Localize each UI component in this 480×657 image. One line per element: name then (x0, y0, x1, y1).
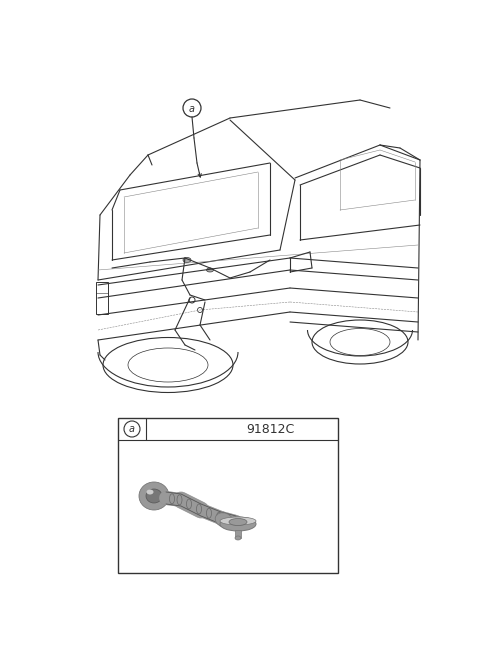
Ellipse shape (229, 518, 247, 526)
Ellipse shape (146, 489, 162, 503)
Bar (118, 418, 338, 573)
Ellipse shape (220, 517, 256, 531)
Text: a: a (189, 104, 195, 114)
Text: 91812C: 91812C (246, 423, 294, 436)
Bar (235, 530, 241, 538)
Ellipse shape (183, 258, 191, 263)
Ellipse shape (146, 489, 154, 495)
Ellipse shape (139, 482, 169, 510)
Ellipse shape (220, 517, 256, 525)
Ellipse shape (235, 536, 241, 540)
Ellipse shape (206, 268, 214, 272)
Ellipse shape (215, 512, 233, 528)
Text: a: a (129, 424, 135, 434)
